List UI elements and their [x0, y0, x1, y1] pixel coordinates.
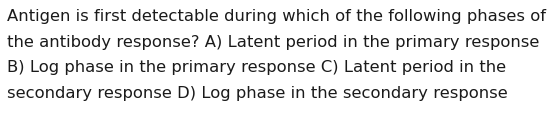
Text: secondary response D) Log phase in the secondary response: secondary response D) Log phase in the s…: [7, 86, 508, 101]
Text: Antigen is first detectable during which of the following phases of: Antigen is first detectable during which…: [7, 9, 546, 24]
Text: the antibody response? A) Latent period in the primary response: the antibody response? A) Latent period …: [7, 35, 540, 50]
Text: B) Log phase in the primary response C) Latent period in the: B) Log phase in the primary response C) …: [7, 60, 506, 75]
